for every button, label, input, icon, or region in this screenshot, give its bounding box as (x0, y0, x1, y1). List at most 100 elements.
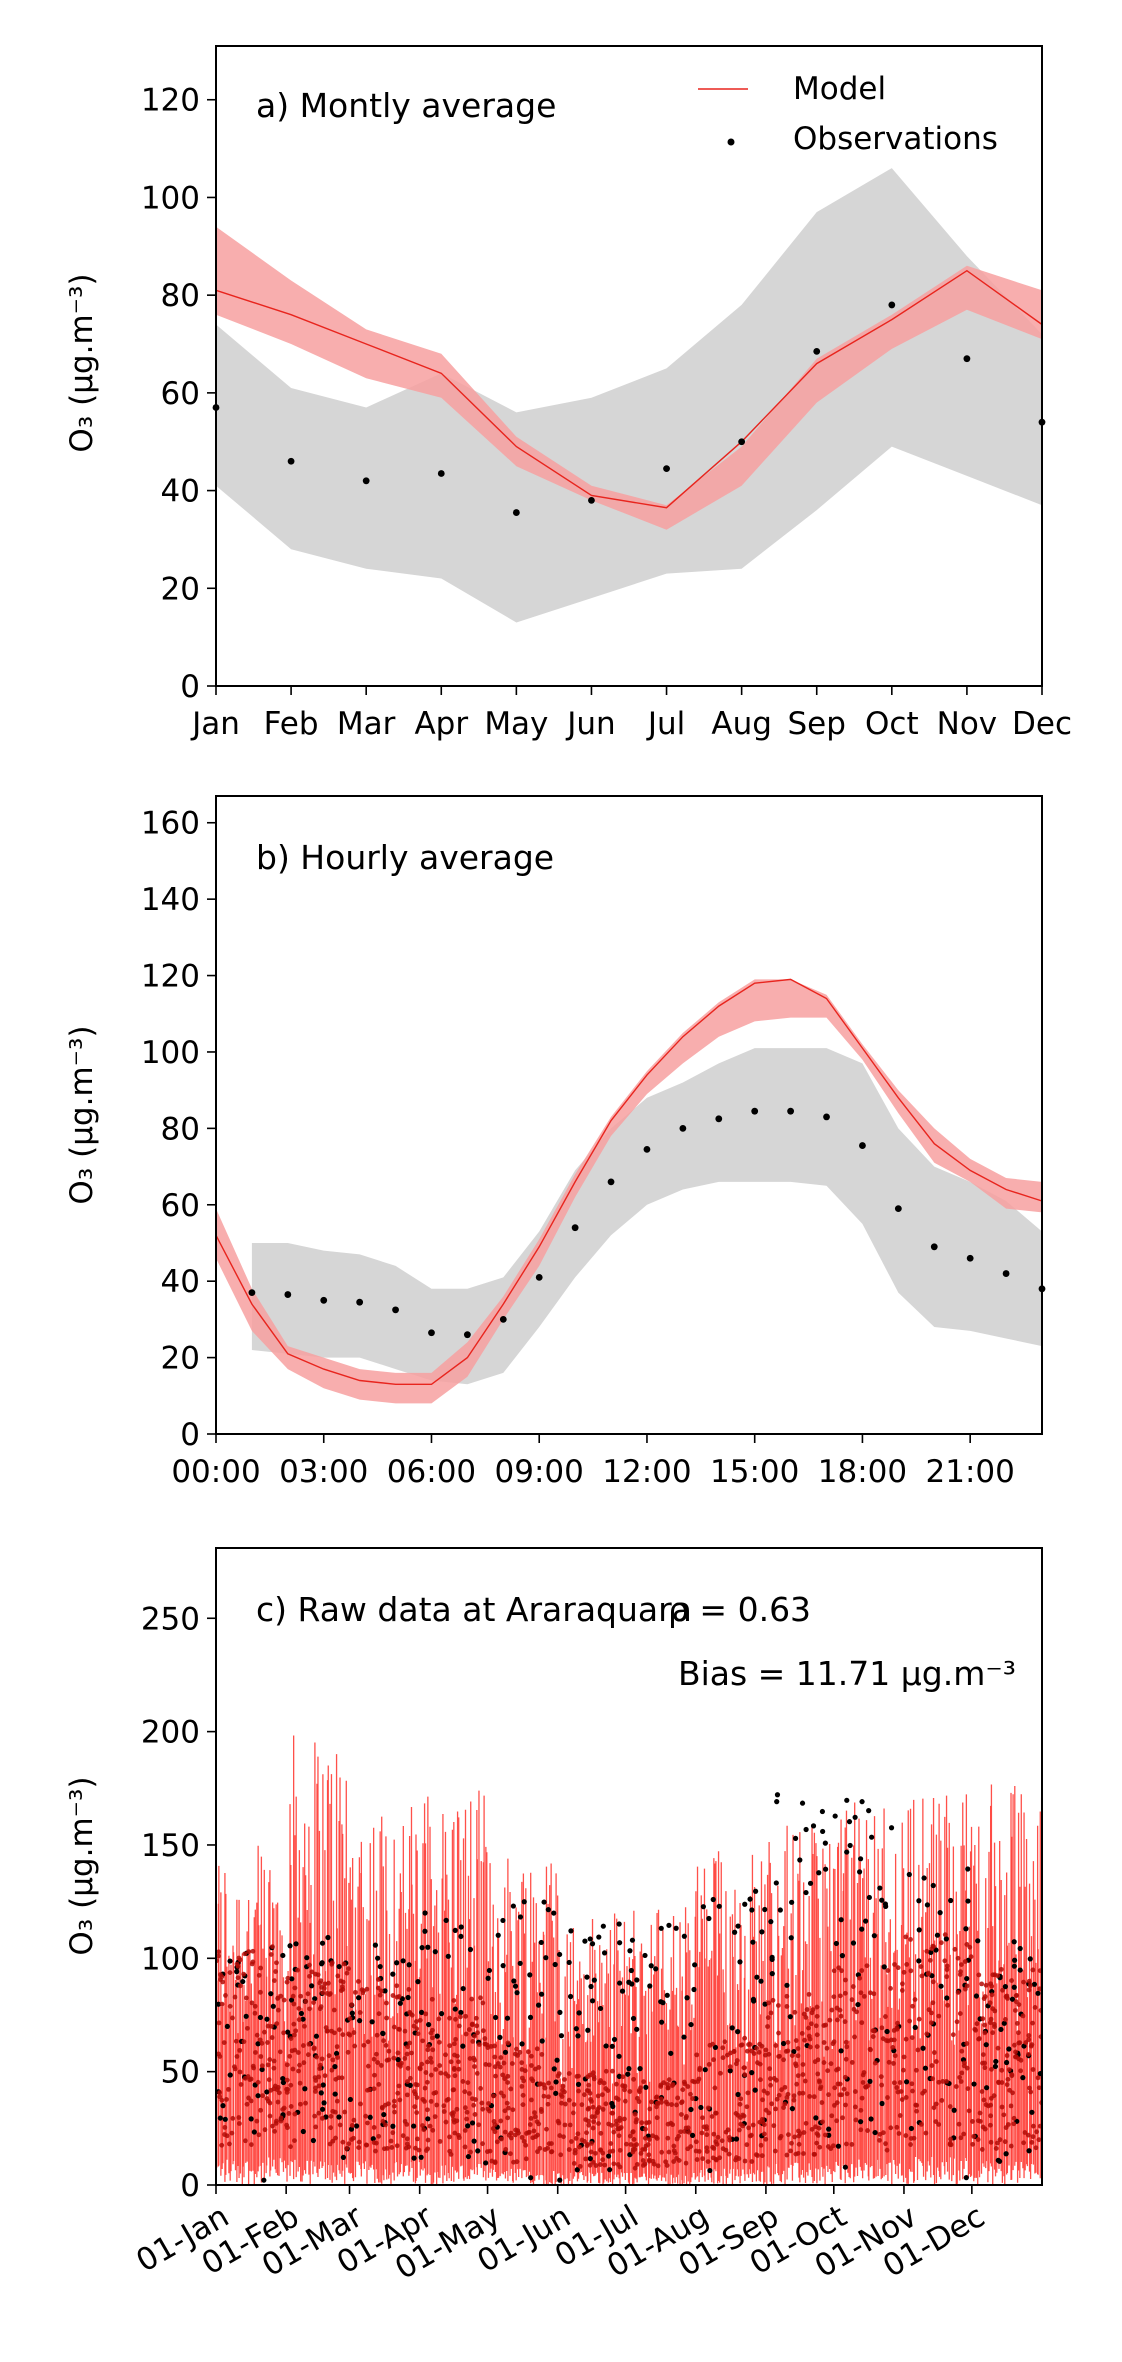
model-hourly-point (924, 1948, 930, 1954)
model-hourly-point (502, 2129, 508, 2135)
model-hourly-point (260, 2093, 266, 2099)
model-hourly-point (1005, 2076, 1011, 2082)
observation-point (747, 1896, 753, 1902)
model-hourly-point (549, 2149, 555, 2154)
model-hourly-point (332, 2030, 337, 2036)
observation-point (788, 1935, 794, 1941)
observation-point (863, 1918, 869, 1924)
model-hourly-point (831, 1994, 837, 2000)
observation-point (626, 1979, 632, 1985)
model-hourly-point (767, 2076, 773, 2082)
model-hourly-point (611, 2129, 617, 2135)
model-hourly-point (363, 2142, 369, 2148)
model-hourly-point (395, 2090, 401, 2096)
observation-point (1011, 1939, 1017, 1945)
model-hourly-point (273, 1969, 278, 1974)
model-hourly-point (546, 2094, 551, 2100)
observation-point (963, 2175, 969, 2181)
model-hourly-point (865, 2128, 871, 2133)
model-hourly-point (807, 2094, 812, 2099)
model-hourly-point (529, 2063, 534, 2068)
model-hourly-point (653, 2095, 659, 2100)
model-hourly-point (974, 2021, 980, 2027)
model-hourly-point (836, 1965, 842, 1971)
model-hourly-point (714, 2141, 720, 2147)
model-hourly-point (546, 2080, 552, 2086)
observation-point (944, 1995, 950, 2001)
model-hourly-point (322, 1981, 328, 1987)
model-hourly-point (462, 2128, 468, 2133)
model-hourly-point (983, 1982, 989, 1988)
observation-point (904, 2079, 910, 2085)
model-hourly-point (1008, 2103, 1014, 2109)
model-hourly-point (413, 2082, 419, 2087)
model-hourly-point (463, 2105, 468, 2111)
model-hourly-point (478, 1995, 483, 2001)
model-hourly-point (641, 2079, 647, 2085)
panel-c-label: c) Raw data at Araraquara (256, 1590, 692, 1629)
model-hourly-point (328, 2113, 334, 2119)
model-hourly-point (420, 2123, 425, 2128)
model-hourly-point (650, 2133, 656, 2139)
observation-point (777, 1907, 783, 1913)
model-hourly-point (429, 2059, 434, 2065)
observation-point (217, 2115, 223, 2121)
model-hourly-point (285, 1975, 291, 1981)
model-hourly-point (929, 2063, 935, 2068)
model-hourly-point (655, 2163, 661, 2169)
model-hourly-point (374, 2051, 379, 2057)
observation-point (287, 457, 295, 465)
model-hourly-point (460, 2079, 466, 2084)
model-hourly-point (445, 2073, 451, 2079)
model-hourly-point (627, 2133, 633, 2139)
model-hourly-point (944, 2078, 949, 2084)
model-hourly-point (472, 2033, 477, 2039)
observation-point (362, 477, 370, 485)
model-hourly-point (636, 2099, 642, 2105)
observation-point (838, 2048, 844, 2054)
model-hourly-point (303, 1999, 309, 2004)
observation-point (689, 2132, 696, 2138)
model-hourly-point (1026, 2051, 1031, 2057)
model-hourly-point (486, 2062, 492, 2068)
observation-point (630, 2015, 637, 2022)
model-hourly-point (557, 2133, 563, 2138)
model-hourly-point (765, 2024, 771, 2029)
model-hourly-point (396, 2083, 402, 2089)
model-hourly-point (376, 2133, 382, 2139)
model-hourly-point (433, 2066, 439, 2072)
observation-point (557, 2009, 563, 2015)
model-hourly-point (1035, 2075, 1041, 2081)
model-hourly-point (267, 2057, 273, 2062)
model-hourly-point (603, 2101, 609, 2107)
observation-point (792, 1835, 799, 1841)
model-hourly-point (585, 2118, 591, 2124)
observation-point (597, 2005, 604, 2012)
model-hourly-point (722, 2039, 728, 2045)
model-hourly-point (678, 2100, 684, 2106)
observation-point (243, 2013, 249, 2019)
x-tick-label: Nov (937, 706, 998, 742)
observation-point (380, 2030, 386, 2036)
observation-point (261, 2177, 267, 2183)
observation-point (869, 1834, 875, 1840)
model-hourly-point (319, 2056, 325, 2062)
model-hourly-point (589, 2140, 594, 2146)
model-hourly-point (690, 2096, 695, 2101)
model-hourly-point (996, 2080, 1002, 2086)
model-hourly-point (993, 2146, 999, 2151)
model-hourly-point (391, 2055, 397, 2061)
model-hourly-point (227, 2003, 233, 2009)
model-hourly-point (429, 1996, 435, 2002)
model-hourly-point (930, 2000, 936, 2006)
model-hourly-point (885, 1968, 891, 1973)
observation-point (653, 1966, 659, 1972)
model-hourly-point (793, 2038, 799, 2043)
model-hourly-point (643, 2126, 648, 2132)
observation-point (574, 2167, 580, 2173)
model-hourly-point (364, 1986, 370, 1992)
observation-point (582, 1938, 588, 1944)
model-hourly-point (529, 2076, 534, 2082)
observation-point (288, 1997, 295, 2003)
model-hourly-point (639, 2120, 645, 2126)
